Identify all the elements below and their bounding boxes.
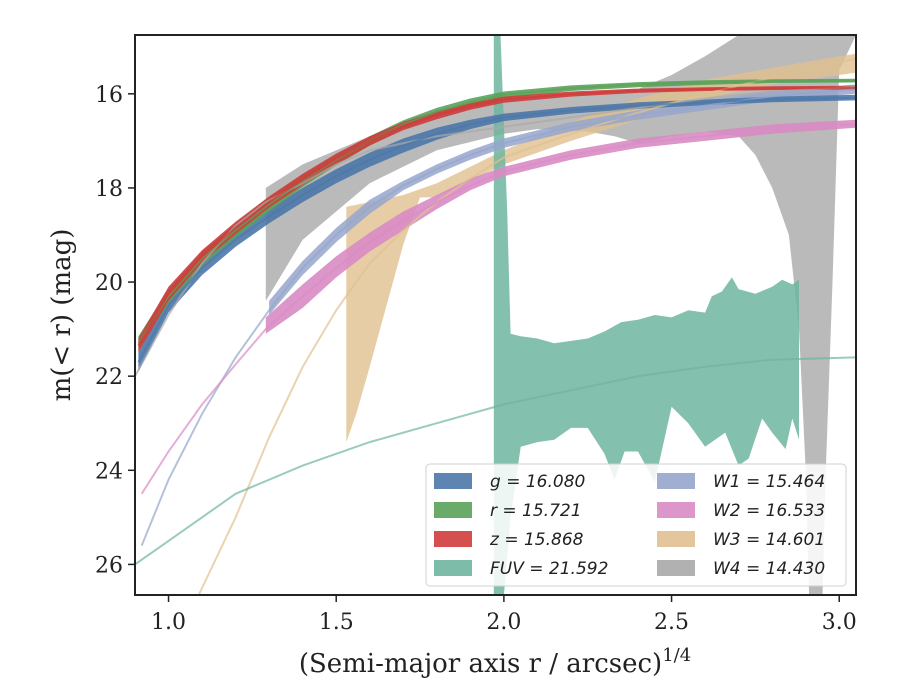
curve-fuv: [135, 356, 856, 566]
x-axis: 1.0 1.5 2.0 2.5 3.0: [151, 595, 857, 635]
y-tick-label: 24: [95, 459, 123, 484]
legend-entry-label: z = 15.868: [489, 530, 584, 550]
legend-entry-label: W4 = 14.430: [713, 559, 825, 579]
curve-w2: [140, 123, 856, 495]
x-tick-label: 3.0: [822, 610, 857, 635]
curve-z: [137, 86, 856, 347]
y-axis: 16 18 20 22 24 26: [95, 83, 135, 578]
x-axis-label-exponent: 1/4: [662, 645, 691, 666]
x-tick-label: 2.0: [486, 610, 521, 635]
x-axis-label: (Semi-major axis r / arcsec)1/4: [299, 645, 691, 679]
legend-entry-label: g = 16.080: [490, 472, 585, 492]
legend-swatch: [657, 473, 695, 489]
y-tick-label: 20: [95, 271, 123, 296]
legend-swatch: [434, 473, 472, 489]
legend: g = 16.080 r = 15.721 z = 15.868 FUV = 21.5…: [425, 463, 847, 587]
legend-entry-label: W1 = 15.464: [713, 472, 825, 492]
y-tick-label: 18: [95, 177, 123, 202]
legend-swatch: [434, 531, 472, 547]
legend-swatch: [657, 502, 695, 518]
legend-entry-label: W3 = 14.601: [713, 530, 825, 550]
legend-entry-label: r = 15.721: [490, 501, 582, 521]
band-w2: [265, 119, 856, 334]
y-tick-label: 26: [95, 553, 123, 578]
y-tick-label: 16: [95, 83, 123, 108]
plot-area: [135, 35, 856, 595]
legend-swatch: [657, 531, 695, 547]
band-w1: [269, 84, 856, 315]
band-fuv: [493, 35, 799, 595]
curve-r: [137, 79, 856, 344]
curve-g: [137, 96, 856, 363]
curve-w4: [135, 85, 856, 377]
legend-entry-label: FUV = 21.592: [490, 559, 608, 579]
y-axis-label: m(< r) (mag): [47, 229, 77, 402]
legend-entry-label: W2 = 16.533: [713, 501, 825, 521]
x-tick-label: 1.0: [151, 610, 186, 635]
legend-swatch: [657, 560, 695, 576]
x-tick-label: 2.5: [654, 610, 689, 635]
legend-swatch: [434, 560, 472, 576]
y-tick-label: 22: [95, 365, 123, 390]
legend-box: [425, 463, 847, 587]
plot-frame: [134, 34, 857, 596]
legend-swatch: [434, 502, 472, 518]
x-tick-label: 1.5: [319, 610, 354, 635]
